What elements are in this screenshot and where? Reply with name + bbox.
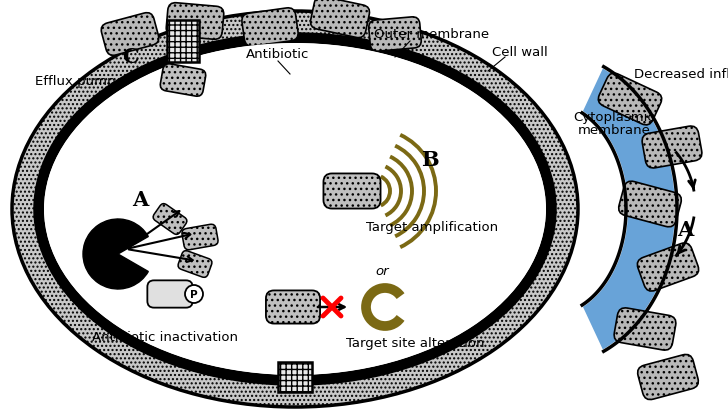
PathPatch shape <box>583 70 675 350</box>
Ellipse shape <box>44 44 546 375</box>
FancyBboxPatch shape <box>101 13 159 56</box>
FancyBboxPatch shape <box>278 362 312 392</box>
Text: C: C <box>122 47 138 67</box>
FancyBboxPatch shape <box>182 225 218 250</box>
FancyBboxPatch shape <box>147 281 193 308</box>
Text: or: or <box>375 265 389 278</box>
Text: Efflux pump: Efflux pump <box>35 75 115 88</box>
Text: Decreased influx: Decreased influx <box>634 68 728 81</box>
Text: A: A <box>132 189 148 209</box>
Wedge shape <box>83 220 149 289</box>
FancyBboxPatch shape <box>619 182 681 227</box>
FancyBboxPatch shape <box>642 127 702 169</box>
FancyBboxPatch shape <box>242 9 298 47</box>
FancyBboxPatch shape <box>266 291 320 324</box>
Text: Antibiotic: Antibiotic <box>246 48 309 61</box>
FancyBboxPatch shape <box>178 251 212 278</box>
Text: B: B <box>422 150 439 170</box>
FancyBboxPatch shape <box>369 18 422 52</box>
FancyBboxPatch shape <box>323 174 381 209</box>
Text: P: P <box>190 289 198 299</box>
Text: Cell wall: Cell wall <box>492 45 548 58</box>
FancyBboxPatch shape <box>638 355 698 400</box>
Text: Target amplification: Target amplification <box>366 221 498 234</box>
Text: Antibiotic inactivation: Antibiotic inactivation <box>92 331 238 344</box>
FancyBboxPatch shape <box>637 243 699 291</box>
FancyBboxPatch shape <box>310 0 370 38</box>
Text: Outer membrane: Outer membrane <box>374 29 489 41</box>
FancyBboxPatch shape <box>153 204 187 235</box>
Ellipse shape <box>12 12 578 407</box>
FancyBboxPatch shape <box>614 308 676 350</box>
FancyBboxPatch shape <box>166 4 223 40</box>
Text: membrane: membrane <box>577 124 650 137</box>
Text: A: A <box>677 220 693 239</box>
FancyBboxPatch shape <box>598 74 662 126</box>
FancyBboxPatch shape <box>167 21 199 63</box>
Ellipse shape <box>35 35 555 384</box>
Text: Cytoplasmic: Cytoplasmic <box>573 111 655 124</box>
Text: Target site alteration: Target site alteration <box>346 337 484 350</box>
FancyBboxPatch shape <box>160 65 206 97</box>
Circle shape <box>185 285 203 303</box>
